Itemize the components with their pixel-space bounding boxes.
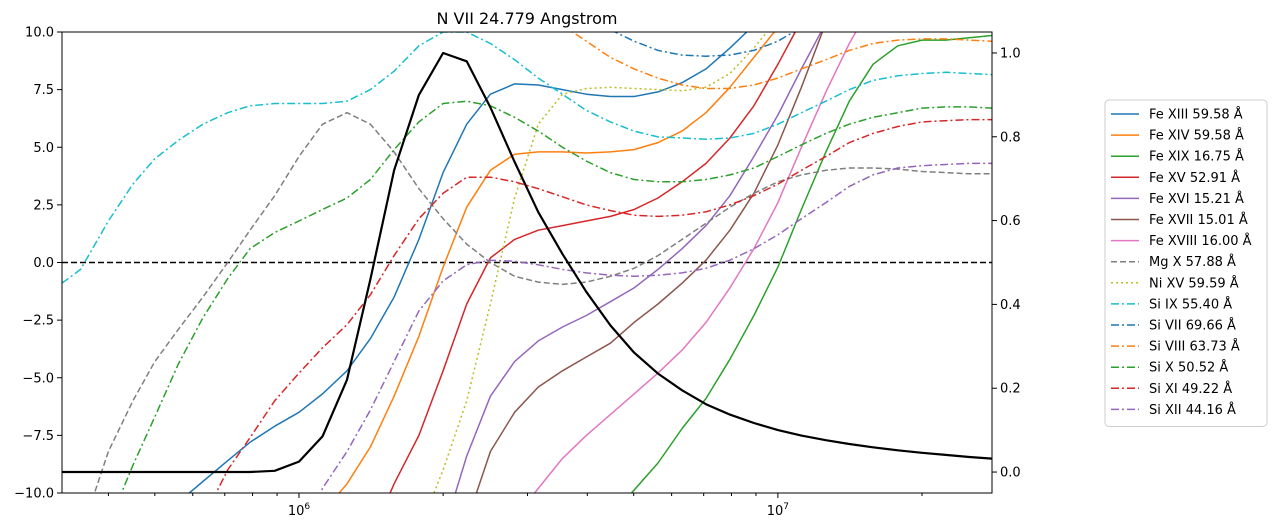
y-left-tick-label: −7.5	[22, 429, 54, 444]
y-left-axis: −10.0 −7.5 −5.0 −2.5 0.0 2.5 5.0 7.5 10.0	[14, 26, 62, 502]
plot-area	[62, 32, 992, 493]
y-right-tick-label: 0.8	[1000, 130, 1021, 145]
y-left-tick-label: −10.0	[14, 487, 54, 502]
series-line-fe-xiv-59-58	[338, 32, 776, 493]
legend-label-fe-xiv-59-58: Fe XIV 59.58 Å	[1149, 128, 1244, 144]
series-line-fe-xv-52-91	[389, 32, 797, 493]
legend-label-si-ix-55-40: Si IX 55.40 Å	[1149, 296, 1232, 312]
x-tick-label: 106	[288, 502, 311, 519]
y-right-tick-label: 0.0	[1000, 466, 1021, 481]
series-line-si-ix-55-40	[62, 32, 992, 284]
legend-label-si-viii-63-73: Si VIII 63.73 Å	[1149, 339, 1240, 355]
y-left-tick-label: 10.0	[25, 26, 54, 41]
series-line-fe-xiii-59-58	[188, 32, 748, 493]
legend-label-fe-xv-52-91: Fe XV 52.91 Å	[1149, 170, 1240, 186]
legend-label-fe-xvii-15-01: Fe XVII 15.01 Å	[1149, 212, 1248, 228]
legend-label-ni-xv-59-59: Ni XV 59.59 Å	[1149, 275, 1239, 291]
legend-label-si-x-50-52: Si X 50.52 Å	[1149, 360, 1228, 376]
legend-label-si-vii-69-66: Si VII 69.66 Å	[1149, 318, 1236, 334]
y-left-tick-label: 0.0	[33, 256, 54, 271]
legend-label-fe-xiii-59-58: Fe XIII 59.58 Å	[1149, 107, 1243, 123]
y-right-tick-label: 0.6	[1000, 214, 1021, 229]
legend-label-mg-x-57-88: Mg X 57.88 Å	[1149, 254, 1236, 270]
legend-label-fe-xvi-15-21: Fe XVI 15.21 Å	[1149, 191, 1244, 207]
y-right-tick-label: 0.4	[1000, 298, 1021, 313]
y-right-axis: 0.0 0.2 0.4 0.6 0.8 1.0	[992, 46, 1021, 481]
series-line-fe-xix-16-75	[630, 34, 992, 493]
contribution-function-line	[62, 51, 992, 474]
series-line-si-viii-63-73	[571, 32, 992, 90]
series-line-fe-xvii-15-01	[475, 32, 824, 493]
y-left-tick-label: −2.5	[22, 314, 54, 329]
y-right-tick-label: 1.0	[1000, 46, 1021, 61]
series-line-fe-xvi-15-21	[454, 32, 822, 493]
series-line-mg-x-57-88	[93, 111, 992, 493]
y-left-tick-label: −5.0	[22, 371, 54, 386]
legend-label-si-xii-44-16: Si XII 44.16 Å	[1149, 402, 1236, 418]
y-left-tick-label: 5.0	[33, 141, 54, 156]
legend: Fe XIII 59.58 Å Fe XIV 59.58 Å Fe XIX 16.7…	[1104, 99, 1268, 427]
series-line-si-vii-69-66	[613, 32, 796, 57]
legend-label-si-xi-49-22: Si XI 49.22 Å	[1149, 381, 1232, 397]
chart-title: N VII 24.779 Angstrom	[436, 9, 617, 28]
x-axis: 106 107	[107, 493, 923, 519]
series-line-fe-xviii-16-00	[533, 32, 857, 493]
y-left-tick-label: 2.5	[33, 198, 54, 213]
series-line-si-x-50-52	[120, 100, 992, 493]
series-line-si-xi-49-22	[215, 118, 992, 493]
x-tick-label: 107	[767, 502, 789, 519]
series-line-si-xii-44-16	[319, 162, 992, 493]
y-right-tick-label: 0.2	[1000, 382, 1021, 397]
y-left-tick-label: 7.5	[33, 83, 54, 98]
legend-label-fe-xviii-16-00: Fe XVIII 16.00 Å	[1149, 233, 1252, 249]
legend-frame	[1104, 99, 1268, 427]
series-line-ni-xv-59-59	[433, 32, 768, 493]
legend-label-fe-xix-16-75: Fe XIX 16.75 Å	[1149, 149, 1244, 165]
